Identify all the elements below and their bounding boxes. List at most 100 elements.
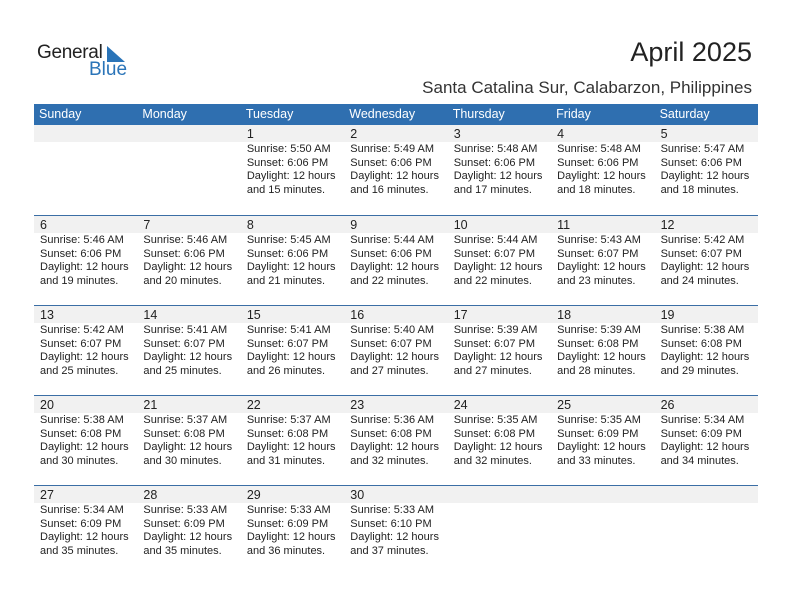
daylight-text: Daylight: 12 hours — [143, 441, 233, 453]
empty-cell — [448, 486, 551, 575]
sunset-text: Sunset: 6:09 PM — [660, 427, 742, 440]
sunset-text: Sunset: 6:06 PM — [246, 247, 329, 260]
day-cell: 30 Sunrise: 5:33 AM Sunset: 6:10 PM Dayligh… — [344, 486, 447, 575]
empty-cell — [34, 125, 137, 215]
day-cell: 2 Sunrise: 5:49 AM Sunset: 6:06 PM Daylight… — [344, 125, 447, 215]
week-row: 27 Sunrise: 5:34 AM Sunset: 6:09 PM Dayligh… — [34, 485, 758, 575]
day-number: 15 — [246, 308, 261, 322]
daylight-minutes-text: and 35 minutes. — [143, 544, 222, 557]
day-cell: 5 Sunrise: 5:47 AM Sunset: 6:06 PM Daylight… — [655, 125, 758, 215]
daylight-text: Daylight: 12 hours — [40, 351, 129, 363]
daylight-text: Daylight: 12 hours — [143, 351, 233, 363]
day-number: 1 — [246, 127, 254, 141]
sunset-text: Sunset: 6:07 PM — [660, 247, 742, 260]
day-number: 10 — [453, 218, 468, 232]
sunrise-text: Sunrise: 5:38 AM — [660, 324, 745, 336]
daylight-minutes-text: and 21 minutes. — [246, 274, 326, 287]
daylight-minutes-text: and 18 minutes. — [660, 183, 739, 196]
daylight-text: Daylight: 12 hours — [350, 170, 439, 182]
day-cell: 23 Sunrise: 5:36 AM Sunset: 6:08 PM Dayligh… — [344, 396, 447, 485]
daylight-text: Daylight: 12 hours — [453, 441, 543, 453]
day-number: 7 — [143, 218, 151, 232]
day-number: 5 — [660, 127, 668, 141]
daylight-minutes-text: and 25 minutes. — [143, 364, 222, 377]
day-cell: 10 Sunrise: 5:44 AM Sunset: 6:07 PM Dayligh… — [448, 216, 551, 305]
day-cell: 9 Sunrise: 5:44 AM Sunset: 6:06 PM Daylight… — [344, 216, 447, 305]
daylight-text: Daylight: 12 hours — [660, 261, 750, 273]
sunrise-text: Sunrise: 5:37 AM — [246, 414, 331, 426]
daylight-minutes-text: and 30 minutes. — [143, 454, 222, 467]
sunset-text: Sunset: 6:07 PM — [143, 337, 225, 350]
weekday-header: Sunday Monday Tuesday Wednesday Thursday… — [34, 104, 758, 125]
daylight-minutes-text: and 22 minutes. — [350, 274, 429, 287]
daylight-text: Daylight: 12 hours — [350, 441, 439, 453]
sunset-text: Sunset: 6:06 PM — [350, 156, 432, 169]
daylight-text: Daylight: 12 hours — [350, 261, 439, 273]
sunrise-text: Sunrise: 5:33 AM — [350, 504, 435, 516]
daylight-minutes-text: and 24 minutes. — [660, 274, 739, 287]
sunset-text: Sunset: 6:06 PM — [246, 156, 329, 169]
sunrise-text: Sunrise: 5:36 AM — [350, 414, 435, 426]
sunrise-text: Sunrise: 5:46 AM — [143, 234, 228, 246]
day-number: 24 — [453, 398, 468, 412]
day-cell: 6 Sunrise: 5:46 AM Sunset: 6:06 PM Daylight… — [34, 216, 137, 305]
daylight-minutes-text: and 17 minutes. — [453, 183, 532, 196]
daylight-text: Daylight: 12 hours — [350, 531, 439, 543]
daylight-minutes-text: and 22 minutes. — [453, 274, 532, 287]
sunrise-text: Sunrise: 5:41 AM — [143, 324, 228, 336]
sunrise-text: Sunrise: 5:42 AM — [660, 234, 745, 246]
day-number: 30 — [350, 488, 365, 502]
day-cell: 4 Sunrise: 5:48 AM Sunset: 6:06 PM Daylight… — [551, 125, 654, 215]
daylight-minutes-text: and 15 minutes. — [246, 183, 326, 196]
sunrise-text: Sunrise: 5:44 AM — [350, 234, 435, 246]
sunrise-text: Sunrise: 5:38 AM — [40, 414, 124, 426]
logo-triangle-icon — [107, 46, 125, 62]
sunset-text: Sunset: 6:08 PM — [143, 427, 225, 440]
sunset-text: Sunset: 6:09 PM — [246, 517, 329, 530]
week-row: 1 Sunrise: 5:50 AM Sunset: 6:06 PM Daylight… — [34, 125, 758, 215]
sunset-text: Sunset: 6:07 PM — [557, 247, 639, 260]
sunrise-text: Sunrise: 5:42 AM — [40, 324, 124, 336]
day-cell: 26 Sunrise: 5:34 AM Sunset: 6:09 PM Dayligh… — [655, 396, 758, 485]
sunset-text: Sunset: 6:06 PM — [143, 247, 225, 260]
sunset-text: Sunset: 6:09 PM — [557, 427, 639, 440]
week-row: 13 Sunrise: 5:42 AM Sunset: 6:07 PM Dayligh… — [34, 305, 758, 395]
daylight-text: Daylight: 12 hours — [246, 261, 336, 273]
daylight-text: Daylight: 12 hours — [40, 531, 129, 543]
day-number: 12 — [660, 218, 675, 232]
sunset-text: Sunset: 6:07 PM — [453, 247, 536, 260]
day-cell: 11 Sunrise: 5:43 AM Sunset: 6:07 PM Dayligh… — [551, 216, 654, 305]
sunset-text: Sunset: 6:08 PM — [453, 427, 536, 440]
daylight-text: Daylight: 12 hours — [660, 170, 750, 182]
day-number: 3 — [453, 127, 461, 141]
daylight-minutes-text: and 25 minutes. — [40, 364, 119, 377]
day-cell: 19 Sunrise: 5:38 AM Sunset: 6:08 PM Dayligh… — [655, 306, 758, 395]
daylight-text: Daylight: 12 hours — [246, 531, 336, 543]
sunset-text: Sunset: 6:08 PM — [40, 427, 122, 440]
day-cell: 14 Sunrise: 5:41 AM Sunset: 6:07 PM Dayligh… — [137, 306, 240, 395]
daylight-minutes-text: and 29 minutes. — [660, 364, 739, 377]
day-number: 29 — [246, 488, 261, 502]
location-subtitle: Santa Catalina Sur, Calabarzon, Philippi… — [422, 78, 752, 97]
day-cell: 13 Sunrise: 5:42 AM Sunset: 6:07 PM Dayligh… — [34, 306, 137, 395]
sunrise-text: Sunrise: 5:33 AM — [246, 504, 331, 516]
weekday-monday: Monday — [142, 107, 187, 121]
day-cell: 18 Sunrise: 5:39 AM Sunset: 6:08 PM Dayligh… — [551, 306, 654, 395]
day-cell: 29 Sunrise: 5:33 AM Sunset: 6:09 PM Dayligh… — [241, 486, 344, 575]
sunrise-text: Sunrise: 5:34 AM — [660, 414, 745, 426]
day-number: 13 — [40, 308, 54, 322]
sunset-text: Sunset: 6:06 PM — [660, 156, 742, 169]
sunset-text: Sunset: 6:08 PM — [557, 337, 639, 350]
sunset-text: Sunset: 6:06 PM — [557, 156, 639, 169]
day-cell: 8 Sunrise: 5:45 AM Sunset: 6:06 PM Daylight… — [241, 216, 344, 305]
sunset-text: Sunset: 6:07 PM — [40, 337, 122, 350]
day-number: 22 — [246, 398, 261, 412]
day-cell: 16 Sunrise: 5:40 AM Sunset: 6:07 PM Dayligh… — [344, 306, 447, 395]
daylight-text: Daylight: 12 hours — [453, 261, 543, 273]
day-number: 18 — [557, 308, 572, 322]
day-cell: 24 Sunrise: 5:35 AM Sunset: 6:08 PM Dayligh… — [448, 396, 551, 485]
calendar-grid: 1 Sunrise: 5:50 AM Sunset: 6:06 PM Daylight… — [34, 125, 758, 575]
daylight-text: Daylight: 12 hours — [350, 351, 439, 363]
daylight-minutes-text: and 18 minutes. — [557, 183, 636, 196]
daylight-text: Daylight: 12 hours — [453, 351, 543, 363]
